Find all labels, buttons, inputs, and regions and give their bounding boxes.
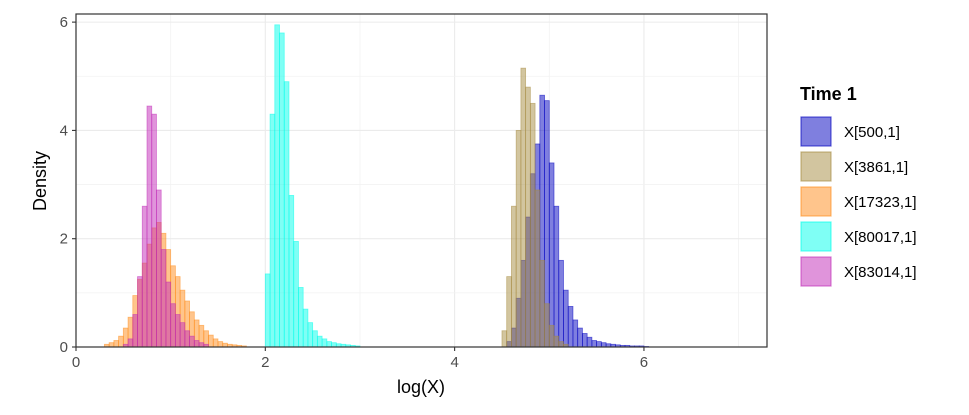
histogram-bar (193, 340, 200, 348)
histogram-bar (515, 130, 522, 348)
y-tick-label: 2 (60, 231, 68, 248)
histogram-bar (553, 205, 560, 348)
histogram-bar (184, 330, 190, 348)
histogram-bar (141, 205, 148, 348)
y-tick-label: 6 (60, 14, 68, 31)
histogram-bar (501, 330, 508, 348)
histogram-bar (118, 335, 124, 348)
histogram-bar (511, 205, 517, 348)
y-axis-title: Density (30, 151, 50, 211)
x-tick-label: 0 (72, 354, 80, 371)
histogram-bar (302, 308, 309, 348)
histogram-bar (274, 24, 280, 348)
plot-panel-border (75, 13, 768, 348)
histogram-bar (146, 105, 153, 348)
legend-swatch (800, 186, 832, 217)
histogram-bar (298, 287, 304, 348)
histogram-bar (520, 67, 527, 348)
histogram-bar (591, 340, 598, 348)
histogram-bar (326, 341, 332, 348)
histogram-bar (582, 333, 588, 348)
histogram-bar (212, 338, 219, 348)
histogram-bar (506, 276, 512, 348)
histogram-bar (316, 335, 323, 348)
histogram-bar (525, 86, 531, 348)
histogram-bar (208, 334, 214, 348)
x-tick-label: 6 (640, 354, 648, 371)
x-axis-title: log(X) (397, 377, 445, 397)
histogram-bar (132, 314, 138, 348)
histogram-bar (160, 249, 167, 348)
histogram-bar (331, 342, 337, 348)
histogram-bar (529, 102, 536, 348)
histogram-bar (127, 338, 134, 348)
histogram-bar (293, 241, 299, 348)
histogram-bar (156, 189, 162, 348)
histogram-bar (558, 259, 564, 348)
histogram-bar (108, 342, 115, 348)
histogram-bar (539, 259, 545, 348)
histogram-bar (577, 327, 583, 348)
legend-label: X[500,1] (844, 124, 900, 141)
histogram-bar (189, 335, 195, 348)
legend-label: X[80017,1] (844, 229, 917, 246)
histogram-bar (283, 81, 290, 348)
legend-swatch (800, 116, 832, 147)
histogram-bar (198, 342, 205, 348)
histogram-bar (217, 341, 224, 348)
legend-label: X[83014,1] (844, 264, 917, 281)
histogram-bar (567, 305, 574, 348)
histogram-bar (179, 322, 186, 348)
x-tick-label: 4 (450, 354, 458, 371)
y-axis-ticks: 0 2 4 6 (60, 14, 76, 356)
histogram-bar (534, 189, 541, 348)
x-axis-ticks: 0 2 4 6 (72, 347, 648, 371)
histogram-bar (137, 276, 143, 348)
legend-label: X[3861,1] (844, 159, 908, 176)
legend-swatch (800, 151, 832, 182)
histogram-bar (563, 289, 569, 348)
histogram-bar (307, 322, 314, 348)
histogram-bar (572, 319, 579, 348)
histogram-bar (264, 273, 271, 348)
legend: X[500,1] X[3861,1] X[17323,1] X[80017,1] X[8… (800, 116, 917, 287)
histogram-bar (548, 162, 555, 348)
histogram-bar (553, 335, 560, 348)
histogram-bar (586, 336, 593, 348)
histogram-bar (151, 113, 157, 348)
histogram-bar (312, 330, 318, 348)
legend-swatch (800, 221, 832, 252)
histogram-bar (279, 32, 285, 348)
legend-label: X[17323,1] (844, 194, 917, 211)
legend-title: Time 1 (800, 84, 857, 104)
histogram-bar (558, 341, 564, 348)
histogram-bar (596, 341, 602, 348)
histogram-bar (548, 324, 555, 348)
histogram-bar (174, 314, 181, 348)
histogram-bar (165, 281, 172, 348)
x-tick-label: 2 (261, 354, 269, 371)
histogram-bar (544, 303, 550, 348)
histogram-bar (113, 340, 119, 348)
histogram-bar (321, 338, 328, 348)
histogram-bar (170, 303, 176, 348)
histogram-bar (288, 194, 295, 348)
histogram-bar (600, 342, 607, 348)
y-tick-label: 0 (60, 339, 68, 356)
y-tick-label: 4 (60, 122, 68, 139)
legend-swatch (800, 256, 832, 287)
histogram-bar (269, 113, 276, 348)
